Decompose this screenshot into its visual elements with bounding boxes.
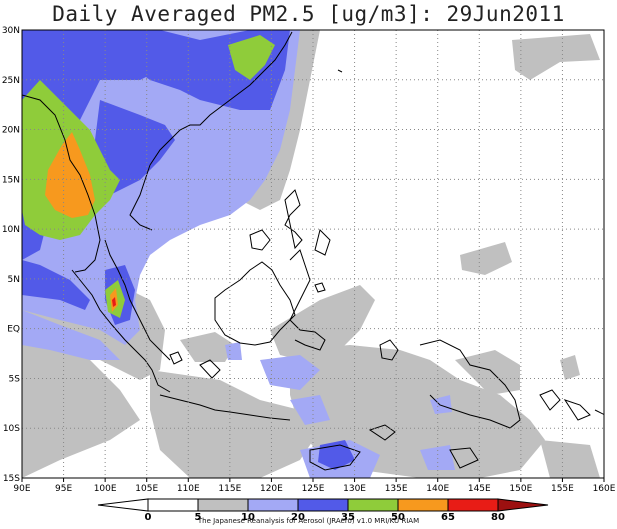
y-tick-label: 15N	[2, 175, 20, 185]
x-tick-label: 160E	[593, 484, 616, 494]
map-title: Daily Averaged PM2.5 [ug/m3]: 29Jun2011	[52, 2, 565, 26]
x-tick-label: 135E	[385, 484, 408, 494]
y-tick-label: 20N	[2, 126, 20, 136]
y-tick-label: EQ	[7, 325, 20, 335]
x-tick-label: 130E	[343, 484, 366, 494]
colorbar-label: 20	[291, 512, 305, 523]
colorbar-left-arrow	[97, 498, 149, 512]
colorbar-segment	[197, 498, 249, 512]
grid-lines	[21, 30, 605, 482]
credit-line: The Japanese Reanalysis for Aerosol (JRA…	[197, 517, 420, 525]
colorbar-label: 0	[145, 512, 152, 523]
colorbar: 0 5 10 20 35 50 65 80	[97, 498, 549, 523]
y-tick-label: 25N	[2, 76, 20, 86]
y-tick-label: 5N	[8, 275, 20, 285]
colorbar-right-arrow	[497, 498, 549, 512]
colorbar-segment	[347, 498, 399, 512]
y-tick-label: 10S	[3, 424, 20, 434]
colorbar-label: 5	[195, 512, 202, 523]
colorbar-label: 35	[341, 512, 355, 523]
colorbar-segment	[397, 498, 449, 512]
x-axis-ticks: 90E 95E 100E 105E 110E 115E 120E 125E 130E 135E 14…	[13, 484, 615, 494]
colorbar-label: 50	[391, 512, 405, 523]
y-tick-label: 15S	[3, 474, 20, 484]
plot-frame	[21, 29, 605, 479]
y-tick-label: 30N	[2, 26, 20, 36]
colorbar-segment	[247, 498, 299, 512]
colorbar-segment	[447, 498, 499, 512]
x-tick-label: 90E	[13, 484, 30, 494]
x-tick-label: 140E	[426, 484, 449, 494]
y-axis-ticks: 30N 25N 20N 15N 10N 5N EQ 5S 10S 15S	[2, 26, 20, 484]
x-tick-label: 150E	[509, 484, 532, 494]
x-tick-label: 110E	[177, 484, 200, 494]
colorbar-label: 65	[441, 512, 455, 523]
x-tick-label: 115E	[218, 484, 241, 494]
x-tick-label: 100E	[94, 484, 117, 494]
x-tick-label: 125E	[302, 484, 325, 494]
x-tick-label: 155E	[551, 484, 574, 494]
x-tick-label: 145E	[468, 484, 491, 494]
colorbar-label: 10	[241, 512, 255, 523]
y-tick-label: 10N	[2, 225, 20, 235]
coastlines	[22, 31, 604, 471]
colorbar-segment	[297, 498, 349, 512]
colorbar-label: 80	[491, 512, 505, 523]
level-65-80-regions	[112, 297, 116, 307]
x-tick-label: 120E	[260, 484, 283, 494]
level-10-20-regions	[22, 30, 455, 478]
pm25-field	[22, 30, 604, 478]
y-tick-label: 5S	[9, 374, 21, 384]
x-tick-label: 95E	[55, 484, 72, 494]
colorbar-segment	[147, 498, 199, 512]
x-tick-label: 105E	[135, 484, 158, 494]
